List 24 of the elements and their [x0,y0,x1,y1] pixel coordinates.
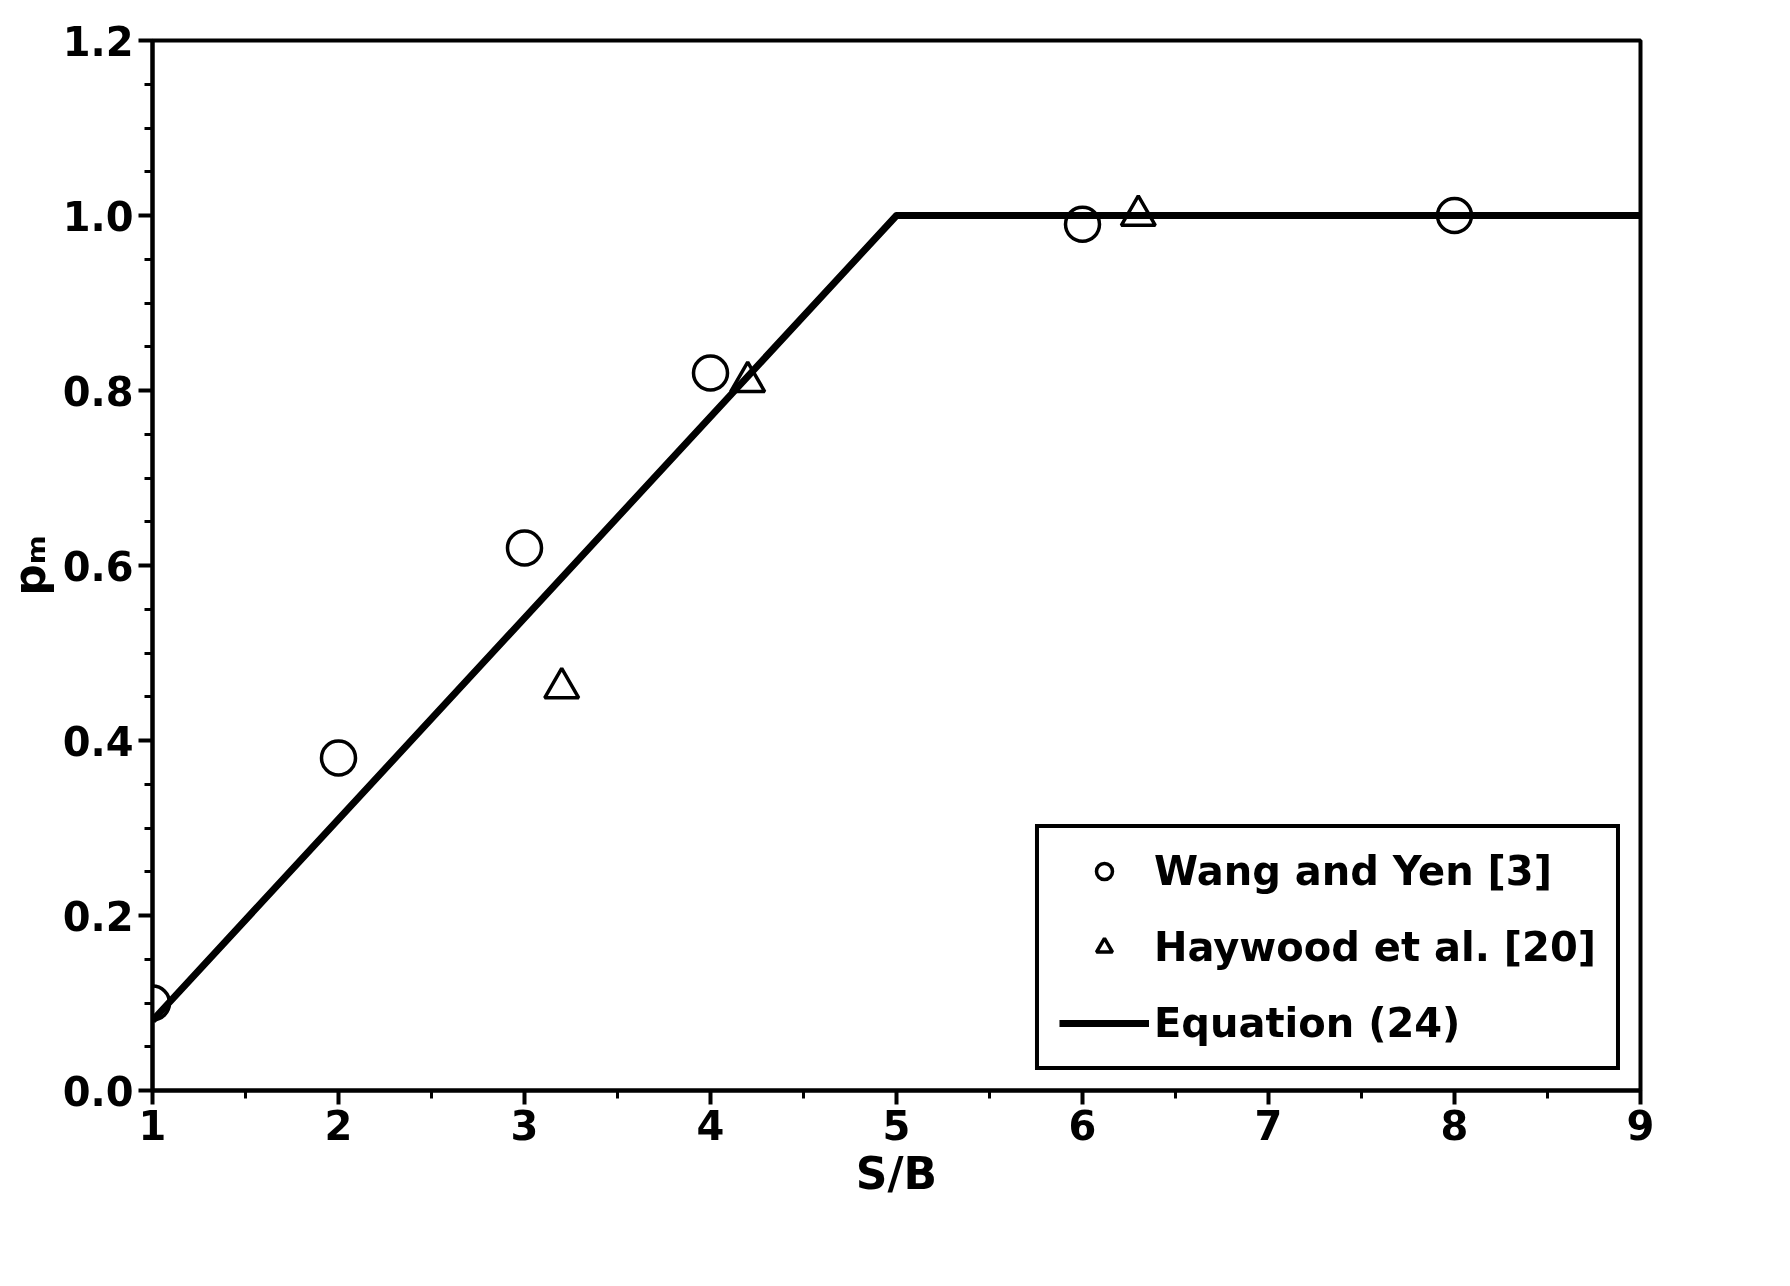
x-tick-label: 2 [324,1102,353,1149]
x-tick-label: 3 [510,1102,539,1149]
legend-label: Haywood et al. [20] [1153,924,1596,970]
x-tick-label: 6 [1068,1102,1097,1149]
x-tick-label: 4 [696,1102,725,1149]
legend-label: Wang and Yen [3] [1153,848,1552,894]
y-tick-label: 0.2 [62,893,134,940]
x-tick-label: 8 [1440,1102,1469,1149]
point [505,529,544,567]
legend-label: Equation (24) [1153,1000,1461,1046]
x-tick-label: 7 [1254,1102,1283,1149]
y-tick-label: 1.2 [62,18,134,65]
y-tick-label: 0.0 [62,1068,134,1115]
x-tick-label: 9 [1626,1102,1655,1149]
y-axis-title: pₘ [3,535,55,596]
x-axis-title: S/B [855,1147,938,1199]
y-tick-label: 0.8 [62,368,134,415]
x-tick-label: 1 [138,1102,167,1149]
y-tick-label: 0.6 [62,543,134,590]
y-tick-label: 1.0 [62,193,134,240]
x-tick-label: 5 [882,1102,911,1149]
point [319,739,358,777]
point [691,354,730,392]
y-tick-label: 0.4 [62,718,134,765]
